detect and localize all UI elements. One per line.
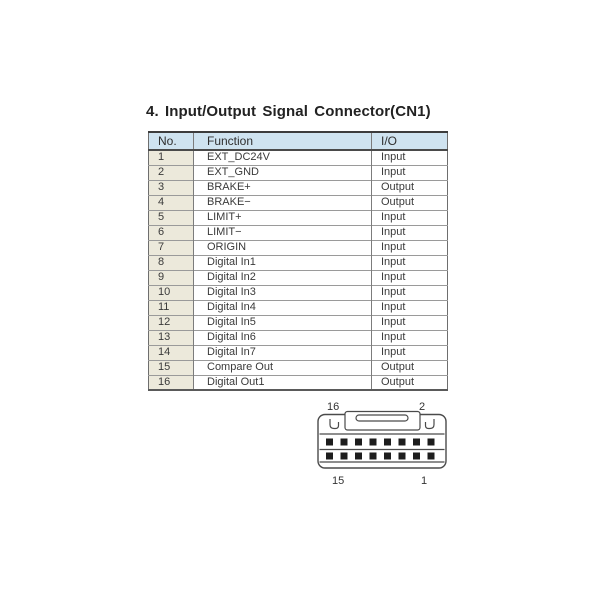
table-row: 16 Digital Out1 Output [148,374,448,390]
col-header-io: I/O [371,132,448,151]
cell-io: Output [371,179,448,195]
pin [340,452,348,460]
cell-no: 6 [148,224,194,240]
cell-function: Digital In7 [193,344,372,360]
table-row: 1 EXT_DC24V Input [148,149,448,165]
cell-function: Digital In3 [193,284,372,300]
cell-no: 7 [148,239,194,255]
table-row: 10 Digital In3 Input [148,284,448,300]
cell-no: 11 [148,299,194,315]
table-body: 1 EXT_DC24V Input 2 EXT_GND Input 3 BRAK… [148,149,448,390]
io-signal-table: No. Function I/O 1 EXT_DC24V Input 2 EXT… [148,131,448,391]
table-row: 9 Digital In2 Input [148,269,448,285]
cell-io: Output [371,194,448,210]
cell-io: Input [371,254,448,270]
table-row: 2 EXT_GND Input [148,164,448,180]
cell-function: BRAKE+ [193,179,372,195]
pin-label-bottom-left: 15 [332,475,344,487]
pin [427,438,435,446]
cell-function: Digital In5 [193,314,372,330]
pin-grid [326,438,435,460]
cell-no: 13 [148,329,194,345]
pin-label-bottom-right: 1 [421,475,427,487]
pin [326,438,333,446]
cell-function: Digital In2 [193,269,372,285]
table-row: 5 LIMIT+ Input [148,209,448,225]
cell-function: Digital Out1 [193,374,372,390]
cell-no: 14 [148,344,194,360]
col-header-no: No. [148,132,194,151]
table-header-row: No. Function I/O [148,132,448,151]
cell-no: 2 [148,164,194,180]
pin [427,452,435,460]
page-title: 4. Input/Output Signal Connector(CN1) [146,103,431,120]
cell-no: 3 [148,179,194,195]
cell-no: 5 [148,209,194,225]
pin [384,438,391,446]
cell-io: Input [371,239,448,255]
pin [369,452,377,460]
cell-io: Input [371,314,448,330]
cell-function: EXT_GND [193,164,372,180]
pin [413,452,420,460]
cell-io: Input [371,209,448,225]
cell-function: EXT_DC24V [193,149,372,165]
connector-drawing: 16 2 15 1 [317,401,447,487]
pin [413,438,420,446]
cell-io: Output [371,374,448,390]
cell-function: Compare Out [193,359,372,375]
cell-no: 9 [148,269,194,285]
table-row: 15 Compare Out Output [148,359,448,375]
cell-function: LIMIT− [193,224,372,240]
cell-io: Input [371,269,448,285]
pin [355,438,362,446]
cell-no: 12 [148,314,194,330]
cell-no: 8 [148,254,194,270]
cell-function: Digital In6 [193,329,372,345]
table-row: 14 Digital In7 Input [148,344,448,360]
cell-no: 4 [148,194,194,210]
pin [355,452,362,460]
pin [398,438,406,446]
cell-no: 10 [148,284,194,300]
table-row: 3 BRAKE+ Output [148,179,448,195]
cell-io: Input [371,164,448,180]
cell-io: Input [371,344,448,360]
cell-io: Output [371,359,448,375]
cell-function: LIMIT+ [193,209,372,225]
table-row: 12 Digital In5 Input [148,314,448,330]
table-row: 13 Digital In6 Input [148,329,448,345]
pin [340,438,348,446]
cell-function: Digital In4 [193,299,372,315]
pin [369,438,377,446]
col-header-function: Function [193,132,372,151]
cell-io: Input [371,224,448,240]
pin-label-top-left: 16 [327,401,339,413]
cell-io: Input [371,329,448,345]
table-row: 6 LIMIT− Input [148,224,448,240]
cell-no: 15 [148,359,194,375]
pin [326,452,333,460]
cell-io: Input [371,149,448,165]
table-row: 7 ORIGIN Input [148,239,448,255]
right-hook [424,419,435,430]
pin [384,452,391,460]
cell-no: 16 [148,374,194,390]
pin [398,452,406,460]
table-row: 4 BRAKE− Output [148,194,448,210]
cell-no: 1 [148,149,194,165]
cell-function: Digital In1 [193,254,372,270]
cell-io: Input [371,284,448,300]
cell-function: BRAKE− [193,194,372,210]
table-row: 11 Digital In4 Input [148,299,448,315]
connector-diagram: 16 2 15 1 [310,396,450,492]
cell-function: ORIGIN [193,239,372,255]
left-hook [329,419,340,430]
cell-io: Input [371,299,448,315]
pin-label-top-right: 2 [419,401,425,413]
latch-slot [355,414,409,422]
table-row: 8 Digital In1 Input [148,254,448,270]
